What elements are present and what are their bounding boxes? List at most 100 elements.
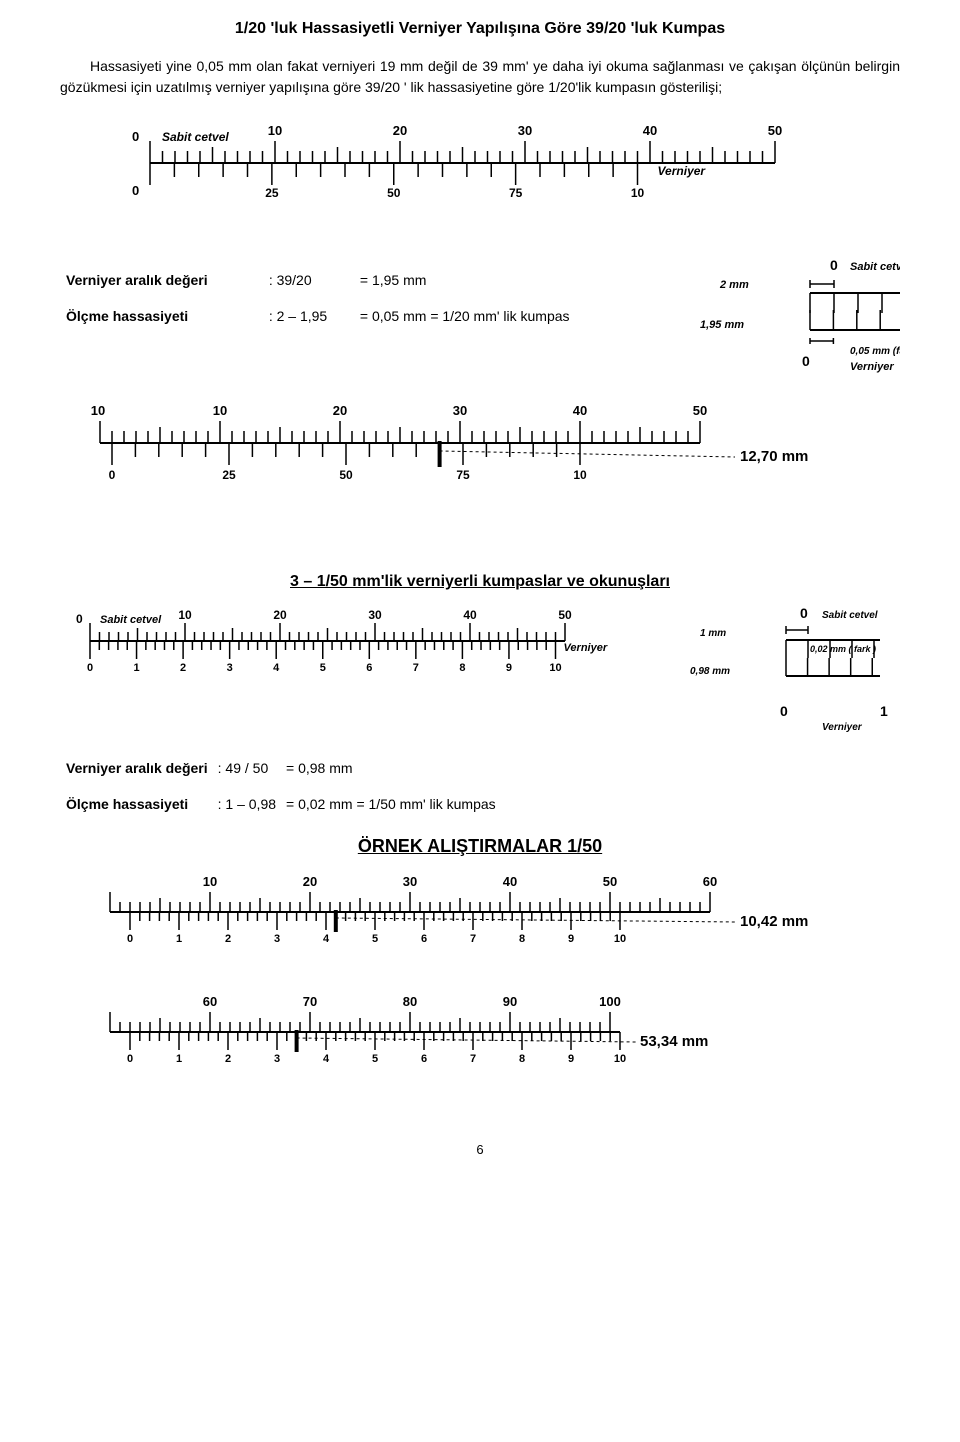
svg-text:20: 20 bbox=[273, 608, 287, 622]
svg-text:10: 10 bbox=[91, 403, 105, 418]
svg-text:10: 10 bbox=[268, 123, 282, 138]
svg-text:0: 0 bbox=[127, 1053, 133, 1065]
svg-text:4: 4 bbox=[323, 933, 330, 945]
svg-text:0: 0 bbox=[76, 612, 83, 626]
svg-text:0,05 mm (fark): 0,05 mm (fark) bbox=[850, 346, 900, 357]
def1-row2-label: Ölçme hassasiyeti bbox=[62, 306, 263, 326]
def2-row2-label: Ölçme hassasiyeti bbox=[62, 794, 212, 814]
svg-text:40: 40 bbox=[643, 123, 657, 138]
svg-text:50: 50 bbox=[693, 403, 707, 418]
svg-text:8: 8 bbox=[459, 662, 465, 674]
svg-text:3: 3 bbox=[227, 662, 233, 674]
svg-text:1: 1 bbox=[176, 1053, 182, 1065]
scale-diagram-2: 10203040501002550751012,70 mm bbox=[70, 398, 890, 548]
svg-text:50: 50 bbox=[339, 468, 353, 482]
svg-text:40: 40 bbox=[463, 608, 477, 622]
svg-text:Sabit cetvel: Sabit cetvel bbox=[850, 261, 900, 273]
def1-row1-label: Verniyer aralık değeri bbox=[62, 270, 263, 290]
svg-text:75: 75 bbox=[456, 468, 470, 482]
svg-text:Verniyer: Verniyer bbox=[822, 722, 863, 733]
page-number: 6 bbox=[60, 1142, 900, 1157]
svg-text:0: 0 bbox=[87, 662, 93, 674]
svg-text:10,42 mm: 10,42 mm bbox=[740, 913, 808, 930]
svg-text:10: 10 bbox=[614, 933, 626, 945]
scale-diagram-3: 0Sabit cetvel1020304050012345678910Verni… bbox=[70, 606, 630, 716]
svg-text:6: 6 bbox=[366, 662, 372, 674]
def1-row2-c: = 0,05 mm = 1/20 mm' lik kumpas bbox=[356, 306, 648, 326]
svg-text:30: 30 bbox=[453, 403, 467, 418]
def2-row1-b: : 49 / 50 bbox=[214, 758, 280, 778]
detail-diagram-2: 0Sabit cetvel1 mm0,98 mm0,02 mm ( fark )… bbox=[660, 606, 890, 746]
section-2-title: 3 – 1/50 mm'lik verniyerli kumpaslar ve … bbox=[60, 573, 900, 591]
svg-text:20: 20 bbox=[393, 123, 407, 138]
svg-text:50: 50 bbox=[603, 874, 617, 889]
svg-text:53,34 mm: 53,34 mm bbox=[640, 1033, 708, 1050]
svg-text:0: 0 bbox=[132, 129, 139, 144]
svg-text:0: 0 bbox=[830, 258, 838, 273]
svg-text:5: 5 bbox=[320, 662, 326, 674]
svg-text:2: 2 bbox=[225, 1053, 231, 1065]
svg-text:0: 0 bbox=[109, 468, 116, 482]
def1-row1-c: = 1,95 mm bbox=[356, 270, 648, 290]
example-scale-2: 6070809010001234567891053,34 mm bbox=[70, 992, 890, 1112]
svg-text:2: 2 bbox=[225, 933, 231, 945]
definitions-1: Verniyer aralık değeri : 39/20 = 1,95 mm… bbox=[60, 268, 650, 328]
svg-text:0: 0 bbox=[780, 703, 788, 719]
svg-text:80: 80 bbox=[403, 994, 417, 1009]
svg-text:75: 75 bbox=[509, 186, 523, 200]
svg-text:Verniyer: Verniyer bbox=[564, 642, 608, 654]
svg-text:Verniyer: Verniyer bbox=[850, 361, 894, 373]
svg-text:6: 6 bbox=[421, 1053, 427, 1065]
svg-text:70: 70 bbox=[303, 994, 317, 1009]
svg-text:8: 8 bbox=[519, 1053, 525, 1065]
svg-text:50: 50 bbox=[768, 123, 782, 138]
svg-text:0: 0 bbox=[127, 933, 133, 945]
svg-text:60: 60 bbox=[703, 874, 717, 889]
svg-text:5: 5 bbox=[372, 933, 378, 945]
svg-text:40: 40 bbox=[503, 874, 517, 889]
svg-text:25: 25 bbox=[222, 468, 236, 482]
svg-text:2 mm: 2 mm bbox=[719, 279, 749, 291]
svg-text:40: 40 bbox=[573, 403, 587, 418]
svg-text:1: 1 bbox=[880, 703, 888, 719]
svg-text:5: 5 bbox=[372, 1053, 378, 1065]
svg-text:9: 9 bbox=[568, 1053, 574, 1065]
svg-text:6: 6 bbox=[421, 933, 427, 945]
intro-paragraph: Hassasiyeti yine 0,05 mm olan fakat vern… bbox=[60, 56, 900, 98]
svg-text:4: 4 bbox=[323, 1053, 330, 1065]
svg-text:7: 7 bbox=[470, 1053, 476, 1065]
svg-text:12,70 mm: 12,70 mm bbox=[740, 448, 808, 465]
svg-text:1: 1 bbox=[133, 662, 139, 674]
def1-row2-b: : 2 – 1,95 bbox=[265, 306, 354, 326]
svg-text:30: 30 bbox=[368, 608, 382, 622]
svg-text:0,98 mm: 0,98 mm bbox=[690, 666, 730, 677]
svg-text:0: 0 bbox=[802, 353, 810, 369]
svg-text:10: 10 bbox=[178, 608, 192, 622]
svg-text:90: 90 bbox=[503, 994, 517, 1009]
svg-text:10: 10 bbox=[213, 403, 227, 418]
svg-text:50: 50 bbox=[558, 608, 572, 622]
def1-row1-b: : 39/20 bbox=[265, 270, 354, 290]
scale-diagram-1: 0Sabit cetvel1020304050025507510Verniyer bbox=[120, 118, 840, 258]
svg-text:10: 10 bbox=[631, 186, 645, 200]
svg-text:9: 9 bbox=[506, 662, 512, 674]
def2-row1-c: = 0,98 mm bbox=[282, 758, 500, 778]
svg-text:30: 30 bbox=[403, 874, 417, 889]
svg-text:50: 50 bbox=[387, 186, 401, 200]
example-scale-1: 10203040506001234567891010,42 mm bbox=[70, 872, 890, 992]
svg-text:10: 10 bbox=[549, 662, 561, 674]
svg-text:3: 3 bbox=[274, 933, 280, 945]
svg-text:1,95 mm: 1,95 mm bbox=[700, 319, 744, 331]
svg-text:Verniyer: Verniyer bbox=[658, 164, 707, 178]
svg-text:20: 20 bbox=[303, 874, 317, 889]
svg-text:20: 20 bbox=[333, 403, 347, 418]
svg-text:7: 7 bbox=[413, 662, 419, 674]
def2-row2-b: : 1 – 0,98 bbox=[214, 794, 280, 814]
svg-text:Sabit cetvel: Sabit cetvel bbox=[100, 614, 162, 626]
svg-text:0: 0 bbox=[800, 606, 808, 621]
svg-text:2: 2 bbox=[180, 662, 186, 674]
example-title: ÖRNEK ALIŞTIRMALAR 1/50 bbox=[60, 836, 900, 857]
svg-text:10: 10 bbox=[614, 1053, 626, 1065]
svg-text:4: 4 bbox=[273, 662, 280, 674]
svg-text:0,02 mm ( fark ): 0,02 mm ( fark ) bbox=[810, 644, 876, 654]
